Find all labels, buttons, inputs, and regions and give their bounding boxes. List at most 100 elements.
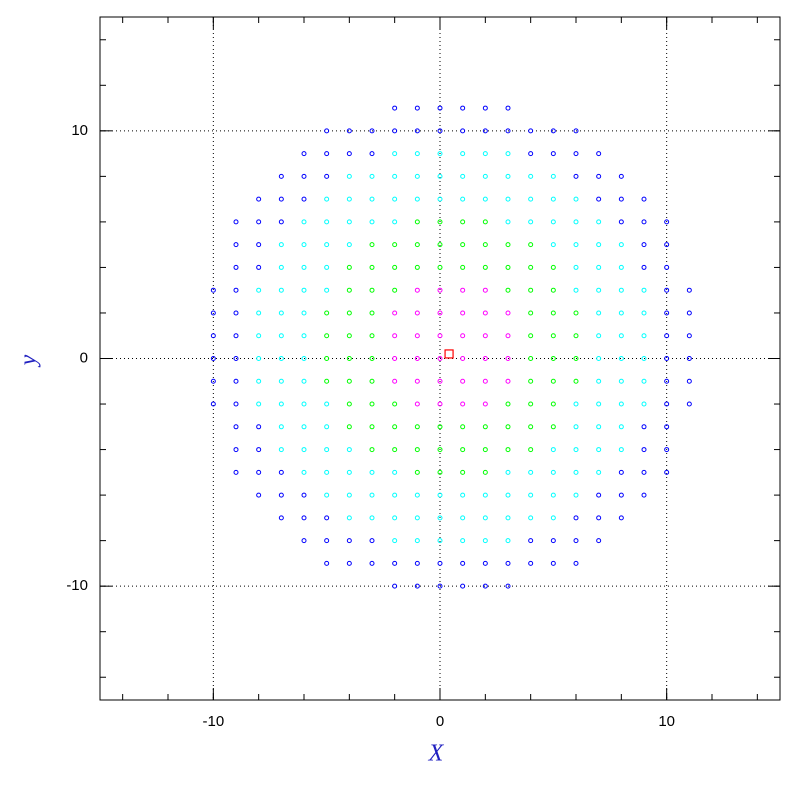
point bbox=[528, 128, 534, 134]
point bbox=[256, 242, 262, 248]
point bbox=[278, 264, 284, 270]
point bbox=[482, 469, 488, 475]
point bbox=[505, 447, 511, 453]
point bbox=[256, 401, 262, 407]
point bbox=[573, 173, 579, 179]
point bbox=[256, 424, 262, 430]
point bbox=[550, 515, 556, 521]
point bbox=[573, 447, 579, 453]
point bbox=[573, 310, 579, 316]
point bbox=[233, 264, 239, 270]
point bbox=[392, 492, 398, 498]
point bbox=[278, 196, 284, 202]
point bbox=[573, 492, 579, 498]
point bbox=[528, 538, 534, 544]
point bbox=[550, 356, 556, 361]
point bbox=[346, 378, 352, 384]
point bbox=[505, 356, 511, 361]
point bbox=[233, 378, 239, 384]
x-tick-label: 10 bbox=[658, 713, 675, 730]
point bbox=[641, 469, 647, 475]
point bbox=[482, 333, 488, 339]
point bbox=[618, 242, 624, 248]
point bbox=[460, 515, 466, 521]
point bbox=[664, 469, 670, 475]
point bbox=[550, 424, 556, 430]
point bbox=[505, 242, 511, 248]
point bbox=[618, 356, 624, 361]
point bbox=[392, 447, 398, 453]
point bbox=[414, 310, 420, 316]
point bbox=[278, 447, 284, 453]
point bbox=[596, 333, 602, 339]
point bbox=[550, 492, 556, 498]
point bbox=[528, 333, 534, 339]
point bbox=[550, 264, 556, 270]
point bbox=[573, 424, 579, 430]
point bbox=[460, 538, 466, 544]
point bbox=[414, 219, 420, 225]
point bbox=[641, 492, 647, 498]
point bbox=[550, 401, 556, 407]
point bbox=[573, 401, 579, 407]
point bbox=[346, 219, 352, 225]
point bbox=[233, 424, 239, 430]
point bbox=[278, 242, 284, 248]
point bbox=[278, 219, 284, 225]
point bbox=[437, 287, 443, 293]
point bbox=[460, 287, 466, 293]
point bbox=[664, 242, 670, 248]
point bbox=[528, 242, 534, 248]
point bbox=[505, 469, 511, 475]
point bbox=[437, 333, 443, 339]
point bbox=[392, 219, 398, 225]
point bbox=[596, 173, 602, 179]
point bbox=[505, 287, 511, 293]
point bbox=[664, 424, 670, 430]
point bbox=[528, 287, 534, 293]
point bbox=[482, 424, 488, 430]
point bbox=[528, 196, 534, 202]
point bbox=[346, 492, 352, 498]
point bbox=[444, 349, 454, 359]
point bbox=[346, 469, 352, 475]
point bbox=[233, 401, 239, 407]
y-tick-label: -10 bbox=[66, 577, 88, 594]
point bbox=[596, 151, 602, 157]
point bbox=[301, 264, 307, 270]
point bbox=[482, 128, 488, 134]
point bbox=[460, 560, 466, 566]
point bbox=[686, 401, 692, 407]
point bbox=[618, 196, 624, 202]
point bbox=[392, 151, 398, 157]
point bbox=[392, 173, 398, 179]
point bbox=[596, 287, 602, 293]
point bbox=[618, 515, 624, 521]
point bbox=[573, 151, 579, 157]
point bbox=[233, 219, 239, 225]
point bbox=[482, 356, 488, 361]
point bbox=[505, 264, 511, 270]
point bbox=[482, 583, 488, 589]
point bbox=[596, 492, 602, 498]
point bbox=[301, 310, 307, 316]
point bbox=[210, 310, 216, 316]
point bbox=[618, 447, 624, 453]
point bbox=[550, 287, 556, 293]
point bbox=[414, 128, 420, 134]
point bbox=[414, 287, 420, 293]
point bbox=[437, 583, 443, 589]
point bbox=[324, 173, 330, 179]
point bbox=[482, 264, 488, 270]
point bbox=[278, 424, 284, 430]
point bbox=[686, 287, 692, 293]
point bbox=[369, 333, 375, 339]
point bbox=[301, 469, 307, 475]
point bbox=[573, 378, 579, 384]
point bbox=[414, 151, 420, 157]
point bbox=[414, 105, 420, 111]
point bbox=[256, 264, 262, 270]
point bbox=[301, 424, 307, 430]
point bbox=[596, 447, 602, 453]
point bbox=[414, 356, 420, 361]
